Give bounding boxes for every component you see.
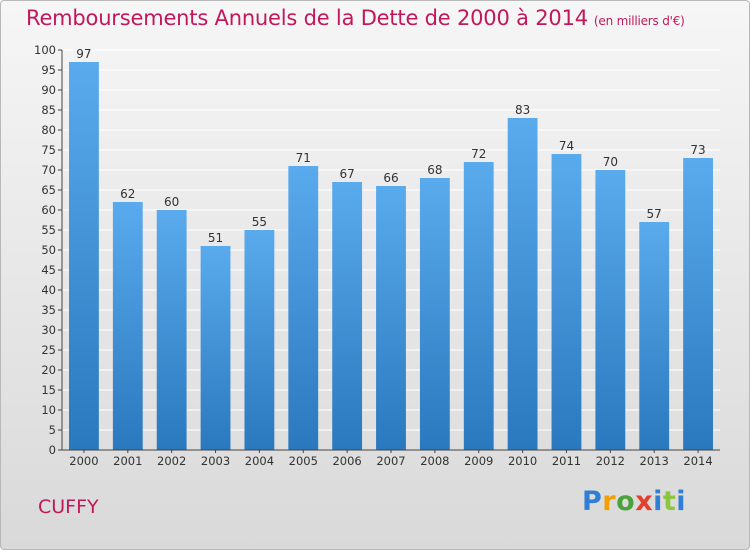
y-tick-label: 35 (41, 303, 56, 317)
logo-letter: P (582, 486, 603, 517)
bar (156, 210, 187, 450)
data-label: 66 (383, 171, 398, 185)
x-tick-label: 2010 (508, 454, 537, 468)
logo-letter: i (676, 486, 687, 517)
data-label: 70 (603, 155, 618, 169)
bar (200, 246, 231, 450)
y-tick-label: 55 (41, 223, 56, 237)
data-label: 68 (427, 163, 442, 177)
chart-title: Remboursements Annuels de la Dette de 20… (26, 6, 685, 30)
bar (595, 170, 626, 450)
y-tick-label: 70 (41, 163, 56, 177)
x-axis: 2000 2001 2002 2003 2004 2005 2006 2007 2008 2009… (69, 450, 713, 468)
bar (463, 162, 494, 450)
city-name: CUFFY (38, 496, 99, 518)
bar (683, 158, 713, 450)
logo-letter: i (653, 486, 663, 517)
bar (419, 178, 450, 450)
x-tick-label: 2001 (113, 454, 142, 468)
data-label: 67 (339, 167, 354, 181)
bar (507, 118, 538, 450)
bar (551, 154, 582, 450)
y-tick-label: 45 (41, 263, 56, 277)
y-tick-label: 60 (41, 203, 56, 217)
axis-lines (61, 50, 720, 451)
x-tick-label: 2008 (420, 454, 449, 468)
y-tick-label: 5 (49, 423, 56, 437)
y-tick-label: 80 (41, 123, 56, 137)
data-label: 83 (515, 103, 530, 117)
chart-unit: (en milliers d'€) (593, 14, 685, 28)
logo-letter: t (662, 486, 677, 517)
logo-letter: o (616, 486, 636, 517)
x-tick-label: 2002 (157, 454, 186, 468)
y-tick-label: 15 (41, 383, 56, 397)
y-tick-label: 85 (41, 103, 56, 117)
x-tick-label: 2005 (289, 454, 318, 468)
x-tick-label: 2011 (552, 454, 581, 468)
y-tick-label: 50 (41, 243, 56, 257)
y-axis: 0 5 10 15 20 25 30 35 40 45 50 55 60 65 70 75 80 85 90 95 10… (34, 43, 62, 457)
bar (69, 62, 99, 450)
y-tick-label: 100 (34, 43, 56, 57)
chart-title-text: Remboursements Annuels de la Dette de 20… (26, 6, 588, 30)
logo-letter: x (635, 486, 654, 517)
x-tick-label: 2004 (245, 454, 274, 468)
bar (112, 202, 143, 450)
y-tick-label: 10 (41, 403, 56, 417)
data-label: 55 (252, 215, 267, 229)
bar (288, 166, 319, 450)
y-tick-label: 95 (41, 63, 56, 77)
x-tick-label: 2003 (201, 454, 230, 468)
bar (639, 222, 670, 450)
logo-letter: r (602, 486, 617, 517)
y-tick-label: 40 (41, 283, 56, 297)
y-tick-label: 25 (41, 343, 56, 357)
y-tick-label: 90 (41, 83, 56, 97)
data-label: 97 (76, 47, 91, 61)
data-label: 74 (559, 139, 574, 153)
y-tick-label: 20 (41, 363, 56, 377)
x-tick-label: 2012 (596, 454, 625, 468)
y-tick-label: 65 (41, 183, 56, 197)
y-tick-label: 0 (49, 443, 56, 457)
bar (332, 182, 363, 450)
bar (376, 186, 406, 450)
bars: 97 62 60 51 55 71 67 66 68 72 83 74 70 57 73 (69, 47, 713, 450)
data-label: 62 (120, 187, 135, 201)
proxiti-logo: Proxiti (582, 486, 686, 517)
x-tick-label: 2013 (640, 454, 669, 468)
data-label: 71 (296, 151, 311, 165)
data-label: 60 (164, 195, 179, 209)
bar (244, 230, 275, 450)
x-tick-label: 2000 (69, 454, 98, 468)
data-label: 51 (208, 231, 223, 245)
data-label: 57 (647, 207, 662, 221)
x-tick-label: 2009 (464, 454, 493, 468)
y-tick-label: 75 (41, 143, 56, 157)
x-tick-label: 2006 (332, 454, 361, 468)
data-label: 73 (690, 143, 705, 157)
x-tick-label: 2007 (376, 454, 405, 468)
y-tick-label: 30 (41, 323, 56, 337)
data-label: 72 (471, 147, 486, 161)
x-tick-label: 2014 (683, 454, 712, 468)
